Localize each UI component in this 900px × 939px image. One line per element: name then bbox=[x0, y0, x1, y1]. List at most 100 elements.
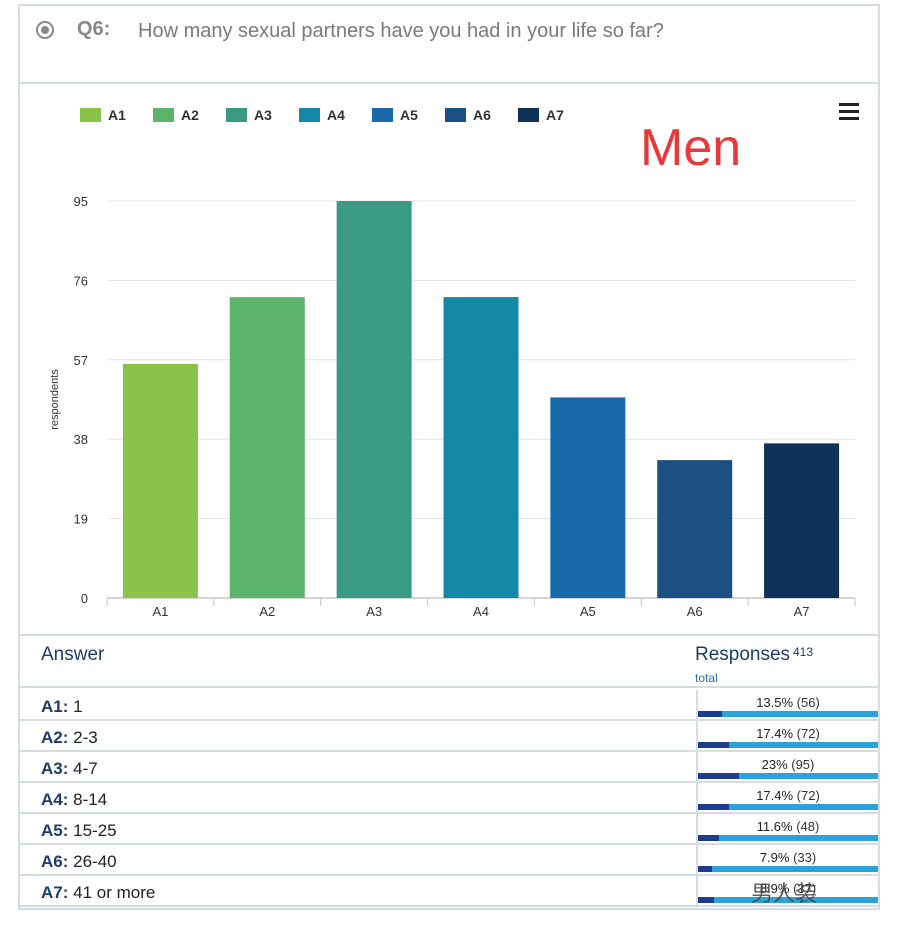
response-cell: 13.5% (56) bbox=[696, 690, 878, 719]
answer-label: A3: 4-7 bbox=[41, 759, 98, 779]
hamburger-menu-icon[interactable] bbox=[839, 103, 859, 121]
legend-swatch bbox=[299, 108, 320, 122]
response-value: 8.9% (37) bbox=[698, 881, 878, 896]
bar-chart: 0 19 38 57 76 95 respondents A1 A2 A3 A4 A5 A6 A7 bbox=[49, 194, 856, 619]
response-count: (48) bbox=[792, 819, 820, 834]
response-percent: 17.4% bbox=[756, 788, 794, 803]
answer-label: A6: 26-40 bbox=[41, 852, 117, 872]
response-bar-fill bbox=[698, 897, 715, 903]
answer-label: A4: 8-14 bbox=[41, 790, 107, 810]
table-row: A2: 2-3 17.4% (72) bbox=[20, 721, 878, 752]
watermark: 男人装 bbox=[751, 881, 818, 906]
y-tick-label: 19 bbox=[74, 512, 88, 527]
legend-item-a2[interactable]: A2 bbox=[153, 106, 199, 124]
response-percent: 13.5% bbox=[756, 695, 794, 710]
x-tick-label: A1 bbox=[152, 604, 168, 619]
answer-label: A7: 41 or more bbox=[41, 883, 155, 903]
bar-a4 bbox=[443, 297, 519, 598]
answer-label: A1: 1 bbox=[41, 697, 83, 717]
response-count: (95) bbox=[787, 757, 815, 772]
x-tick-label: A3 bbox=[366, 604, 382, 619]
y-axis-label: respondents bbox=[49, 369, 61, 430]
response-bar-fill bbox=[698, 866, 713, 872]
bar-a3 bbox=[336, 201, 412, 598]
bar-a7 bbox=[764, 443, 840, 598]
answer-key: A5: bbox=[41, 821, 69, 840]
answer-text: 15-25 bbox=[68, 821, 117, 840]
response-bar bbox=[698, 804, 878, 810]
answer-text: 41 or more bbox=[68, 883, 156, 902]
response-count: (72) bbox=[793, 726, 820, 741]
response-percent: 7.9% bbox=[759, 850, 790, 865]
table-row: A4: 8-14 17.4% (72) bbox=[20, 783, 878, 814]
answer-text: 2-3 bbox=[68, 728, 98, 747]
response-percent: 23% bbox=[761, 757, 788, 772]
response-bar-fill bbox=[698, 835, 719, 841]
table-row: A1: 1 13.5% (56) bbox=[20, 690, 878, 721]
x-tick-label: A4 bbox=[473, 604, 489, 619]
response-percent: 8.9% bbox=[759, 881, 790, 896]
x-tick-label: A6 bbox=[687, 604, 703, 619]
legend-label: A3 bbox=[254, 107, 272, 123]
legend-swatch bbox=[518, 108, 539, 122]
response-bar bbox=[698, 773, 878, 779]
legend-label: A4 bbox=[327, 107, 345, 123]
legend-label: A6 bbox=[473, 107, 491, 123]
response-value: 7.9% (33) bbox=[698, 850, 878, 865]
answer-key: A2: bbox=[41, 728, 69, 747]
legend-label: A1 bbox=[108, 107, 126, 123]
response-bar bbox=[698, 897, 878, 903]
response-bar-fill bbox=[698, 804, 730, 810]
response-cell: 8.9% (37) bbox=[696, 876, 878, 905]
response-bar bbox=[698, 742, 878, 748]
answer-key: A3: bbox=[41, 759, 69, 778]
answer-text: 8-14 bbox=[68, 790, 108, 809]
response-count: (56) bbox=[793, 695, 820, 710]
response-bar bbox=[698, 866, 878, 872]
response-value: 11.6% (48) bbox=[698, 819, 878, 834]
y-tick-label: 0 bbox=[81, 591, 88, 606]
y-tick-label: 38 bbox=[74, 432, 88, 447]
answer-key: A4: bbox=[41, 790, 69, 809]
response-value: 23% (95) bbox=[698, 757, 878, 772]
y-tick-label: 57 bbox=[74, 353, 88, 368]
legend-swatch bbox=[80, 108, 101, 122]
response-bar-fill bbox=[698, 742, 730, 748]
legend-item-a6[interactable]: A6 bbox=[445, 106, 491, 124]
y-tick-label: 76 bbox=[74, 273, 88, 288]
legend-item-a4[interactable]: A4 bbox=[299, 106, 345, 124]
question-text: How many sexual partners have you had in… bbox=[138, 20, 664, 42]
y-tick-label: 95 bbox=[74, 194, 88, 209]
legend-label: A7 bbox=[546, 107, 564, 123]
answer-key: A1: bbox=[41, 697, 69, 716]
table-row: A5: 15-25 11.6% (48) bbox=[20, 814, 878, 845]
response-value: 13.5% (56) bbox=[698, 695, 878, 710]
answer-text: 26-40 bbox=[68, 852, 117, 871]
legend-item-a7[interactable]: A7 bbox=[518, 106, 564, 124]
answer-column-header: Answer bbox=[41, 644, 105, 665]
x-tick-label: A7 bbox=[794, 604, 810, 619]
response-count: (33) bbox=[789, 850, 817, 865]
table-row: A3: 4-7 23% (95) bbox=[20, 752, 878, 783]
response-cell: 7.9% (33) bbox=[696, 845, 878, 874]
response-value: 17.4% (72) bbox=[698, 726, 878, 741]
response-percent: 17.4% bbox=[756, 726, 794, 741]
answer-label: A5: 15-25 bbox=[41, 821, 117, 841]
legend-swatch bbox=[372, 108, 393, 122]
responses-column-header: Responses bbox=[695, 644, 791, 665]
response-count: (72) bbox=[793, 788, 820, 803]
responses-total-label: total bbox=[695, 671, 718, 685]
answer-key: A7: bbox=[41, 883, 69, 902]
legend-swatch bbox=[445, 108, 466, 122]
response-cell: 23% (95) bbox=[696, 752, 878, 781]
question-number: Q6: bbox=[77, 18, 111, 40]
legend-item-a5[interactable]: A5 bbox=[372, 106, 418, 124]
legend-item-a1[interactable]: A1 bbox=[80, 106, 126, 124]
response-cell: 17.4% (72) bbox=[696, 721, 878, 750]
overlay-title: Men bbox=[640, 119, 742, 177]
table-header: Answer Responses 413 total bbox=[20, 634, 878, 688]
answer-key: A6: bbox=[41, 852, 69, 871]
radio-icon[interactable] bbox=[36, 21, 54, 39]
legend-item-a3[interactable]: A3 bbox=[226, 106, 272, 124]
response-percent: 11.6% bbox=[756, 819, 793, 834]
